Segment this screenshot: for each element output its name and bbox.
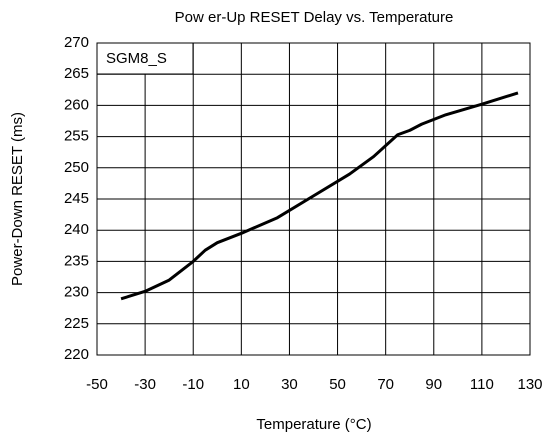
x-tick-label: 30 <box>281 376 298 393</box>
annotation-box <box>96 42 194 75</box>
x-tick-label: 50 <box>329 376 346 393</box>
x-tick-label: 130 <box>517 376 542 393</box>
y-tick-label: 230 <box>64 284 89 301</box>
y-tick-label: 220 <box>64 346 89 363</box>
y-tick-label: 250 <box>64 159 89 176</box>
y-tick-label: 265 <box>64 65 89 82</box>
x-tick-label: -30 <box>134 376 156 393</box>
x-tick-label: -10 <box>182 376 204 393</box>
x-tick-label: -50 <box>86 376 108 393</box>
x-tick-label: 10 <box>233 376 250 393</box>
line-series <box>120 91 519 301</box>
x-axis-label: Temperature (°C) <box>256 416 371 433</box>
y-tick-label: 235 <box>64 252 89 269</box>
y-axis-label: Power-Down RESET (ms) <box>9 112 26 286</box>
y-tick-label: 270 <box>64 34 89 51</box>
x-tick-label: 70 <box>377 376 394 393</box>
y-tick-label: 260 <box>64 96 89 113</box>
y-tick-label: 240 <box>64 221 89 238</box>
x-tick-label: 110 <box>470 376 494 393</box>
x-tick-label: 90 <box>425 376 442 393</box>
chart-title: Pow er-Up RESET Delay vs. Temperature <box>175 9 454 26</box>
annotation: SGM8_S <box>106 50 167 67</box>
y-tick-label: 245 <box>64 190 89 207</box>
y-tick-label: 225 <box>64 315 89 332</box>
y-tick-label: 255 <box>64 128 89 145</box>
